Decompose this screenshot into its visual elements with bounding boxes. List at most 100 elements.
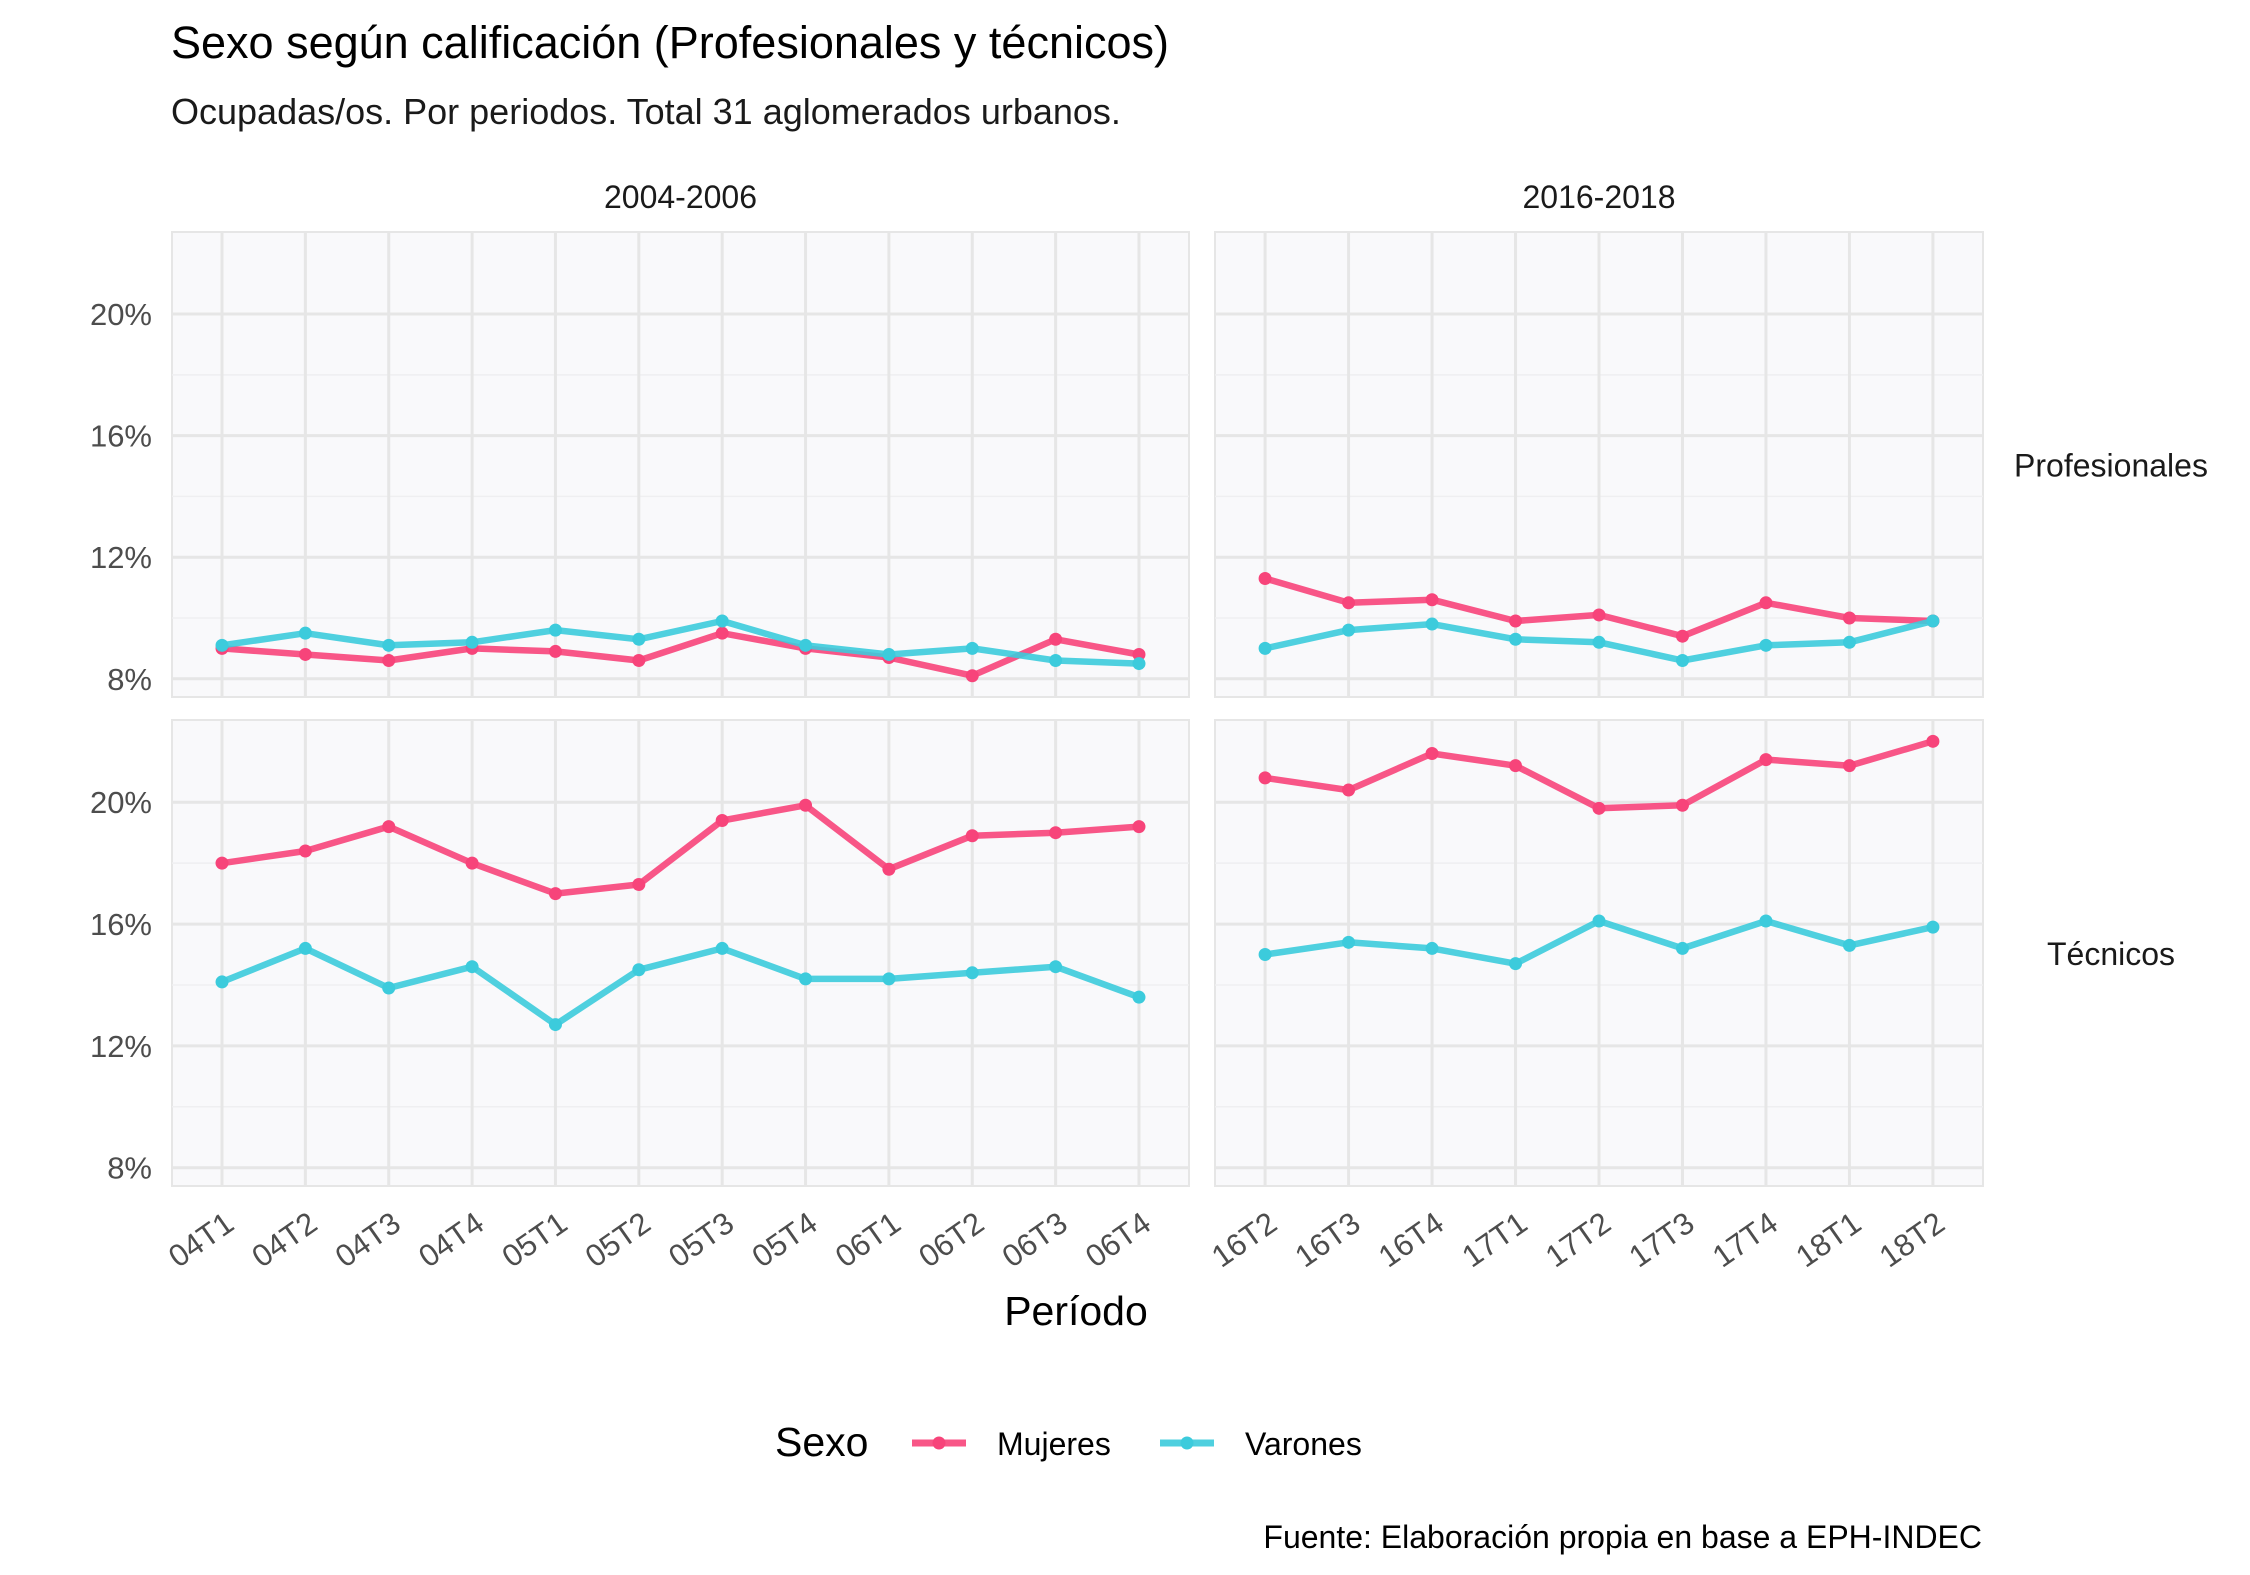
data-point-mujeres — [1342, 783, 1356, 797]
data-point-mujeres — [298, 647, 312, 661]
data-point-mujeres — [1509, 759, 1523, 773]
data-point-mujeres — [965, 669, 979, 683]
x-tick-label: 05T3 — [662, 1205, 740, 1274]
data-point-varones — [382, 981, 396, 995]
x-tick-label: 16T3 — [1289, 1205, 1367, 1274]
data-point-mujeres — [965, 829, 979, 843]
data-point-mujeres — [715, 626, 729, 640]
x-tick-label: 04T4 — [412, 1205, 490, 1274]
x-tick-label: 06T3 — [996, 1205, 1074, 1274]
data-point-mujeres — [1842, 611, 1856, 625]
facet-strip-row: Profesionales — [2014, 448, 2208, 484]
x-tick-label: 05T4 — [746, 1205, 824, 1274]
legend-label: Mujeres — [997, 1426, 1111, 1462]
data-point-varones — [1258, 948, 1272, 962]
y-tick-label: 8% — [107, 1151, 152, 1186]
data-point-mujeres — [715, 814, 729, 828]
x-tick-label: 17T1 — [1456, 1205, 1534, 1274]
data-point-varones — [1759, 638, 1773, 652]
x-tick-label: 06T4 — [1079, 1205, 1157, 1274]
data-point-varones — [465, 960, 479, 974]
data-point-varones — [1675, 654, 1689, 668]
data-point-varones — [1842, 938, 1856, 952]
x-tick-label: 16T2 — [1205, 1205, 1283, 1274]
facet-strip-column: 2004-2006 — [604, 179, 757, 215]
data-point-mujeres — [1509, 614, 1523, 628]
data-point-mujeres — [1675, 798, 1689, 812]
data-point-mujeres — [1425, 593, 1439, 607]
data-point-mujeres — [1592, 608, 1606, 622]
series-line-mujeres — [218, 629, 1143, 679]
series-line-varones — [218, 945, 1143, 1028]
panel-tecnicos-2004-2006: 8%12%16%20%04T1 04T2 04T3 04T4 05T1 05T2 05T3 0… — [90, 719, 1190, 1274]
y-tick-label: 16% — [90, 907, 152, 942]
data-point-varones — [632, 632, 646, 646]
series-line-mujeres — [218, 802, 1143, 897]
data-point-varones — [548, 623, 562, 637]
data-point-varones — [548, 1018, 562, 1032]
data-point-varones — [1049, 960, 1063, 974]
data-point-mujeres — [382, 654, 396, 668]
data-point-mujeres — [1049, 826, 1063, 840]
y-tick-label: 8% — [107, 662, 152, 697]
x-tick-label: 16T4 — [1372, 1205, 1450, 1274]
data-point-varones — [1675, 941, 1689, 955]
data-point-varones — [1425, 941, 1439, 955]
x-tick-label: 06T2 — [912, 1205, 990, 1274]
legend: Sexo Mujeres Varones — [775, 1419, 1362, 1465]
chart-title: Sexo según calificación (Profesionales y… — [171, 17, 1169, 68]
data-point-varones — [382, 638, 396, 652]
chart-subtitle: Ocupadas/os. Por periodos. Total 31 aglo… — [171, 91, 1121, 132]
data-point-mujeres — [1842, 759, 1856, 773]
data-point-varones — [1132, 657, 1146, 671]
y-tick-label: 12% — [90, 1029, 152, 1064]
data-point-mujeres — [1342, 596, 1356, 610]
data-point-varones — [799, 638, 813, 652]
y-tick-label: 20% — [90, 785, 152, 820]
data-point-mujeres — [1926, 734, 1940, 748]
data-point-mujeres — [215, 856, 229, 870]
data-point-varones — [882, 972, 896, 986]
data-point-mujeres — [548, 644, 562, 658]
x-tick-label: 17T2 — [1539, 1205, 1617, 1274]
data-point-varones — [1509, 632, 1523, 646]
facet-strip-column: 2016-2018 — [1522, 179, 1675, 215]
data-point-mujeres — [799, 798, 813, 812]
x-tick-label: 18T1 — [1789, 1205, 1867, 1274]
data-point-mujeres — [298, 844, 312, 858]
data-point-mujeres — [1132, 647, 1146, 661]
data-point-mujeres — [632, 654, 646, 668]
y-tick-label: 16% — [90, 419, 152, 454]
legend-item-varones: Varones — [1160, 1426, 1362, 1462]
data-point-mujeres — [1258, 571, 1272, 585]
data-point-varones — [215, 638, 229, 652]
data-point-varones — [799, 972, 813, 986]
panel-background — [171, 231, 1190, 698]
x-tick-label: 05T2 — [579, 1205, 657, 1274]
data-point-mujeres — [548, 887, 562, 901]
y-tick-label: 12% — [90, 540, 152, 575]
data-point-varones — [215, 975, 229, 989]
data-point-varones — [1132, 990, 1146, 1004]
series-line-varones — [218, 617, 1143, 667]
data-point-varones — [632, 963, 646, 977]
data-point-mujeres — [1592, 801, 1606, 815]
x-tick-label: 18T2 — [1873, 1205, 1951, 1274]
data-point-varones — [1592, 635, 1606, 649]
data-point-varones — [1342, 935, 1356, 949]
data-point-varones — [465, 635, 479, 649]
x-tick-label: 17T4 — [1706, 1205, 1784, 1274]
data-point-mujeres — [882, 862, 896, 876]
x-tick-label: 04T3 — [329, 1205, 407, 1274]
x-tick-label: 04T1 — [162, 1205, 240, 1274]
data-point-varones — [965, 641, 979, 655]
data-point-varones — [1759, 914, 1773, 928]
data-point-mujeres — [465, 856, 479, 870]
panel-tecnicos-2016-2018: 16T2 16T3 16T4 17T1 17T2 17T3 17T4 18T1 18T2 — [1205, 719, 1984, 1274]
data-point-varones — [1509, 957, 1523, 971]
data-point-varones — [1926, 920, 1940, 934]
facet-strip-row: Técnicos — [2047, 936, 2175, 972]
x-tick-label: 17T3 — [1623, 1205, 1701, 1274]
data-point-varones — [1425, 617, 1439, 631]
x-axis-title: Período — [1004, 1288, 1148, 1334]
